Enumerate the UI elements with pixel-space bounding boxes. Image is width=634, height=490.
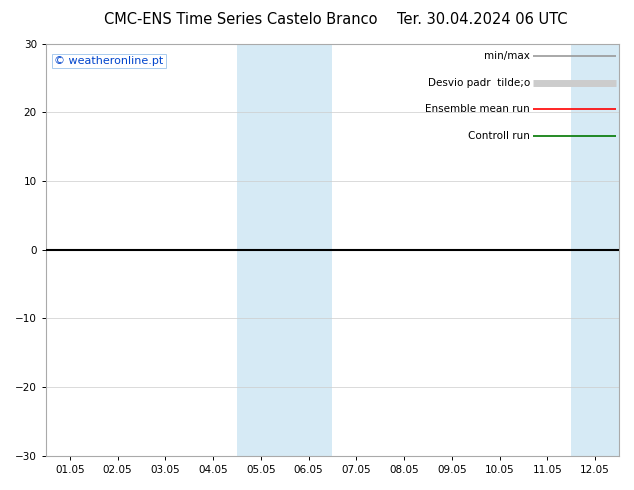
Text: min/max: min/max [484, 51, 530, 61]
Text: CMC-ENS Time Series Castelo Branco: CMC-ENS Time Series Castelo Branco [104, 12, 378, 27]
Bar [571, 44, 634, 456]
Text: Ensemble mean run: Ensemble mean run [425, 104, 530, 115]
Text: © weatheronline.pt: © weatheronline.pt [55, 56, 164, 66]
Text: Desvio padr  tilde;o: Desvio padr tilde;o [428, 78, 530, 88]
Text: Controll run: Controll run [469, 131, 530, 141]
Bar [237, 44, 332, 456]
Text: Ter. 30.04.2024 06 UTC: Ter. 30.04.2024 06 UTC [397, 12, 567, 27]
